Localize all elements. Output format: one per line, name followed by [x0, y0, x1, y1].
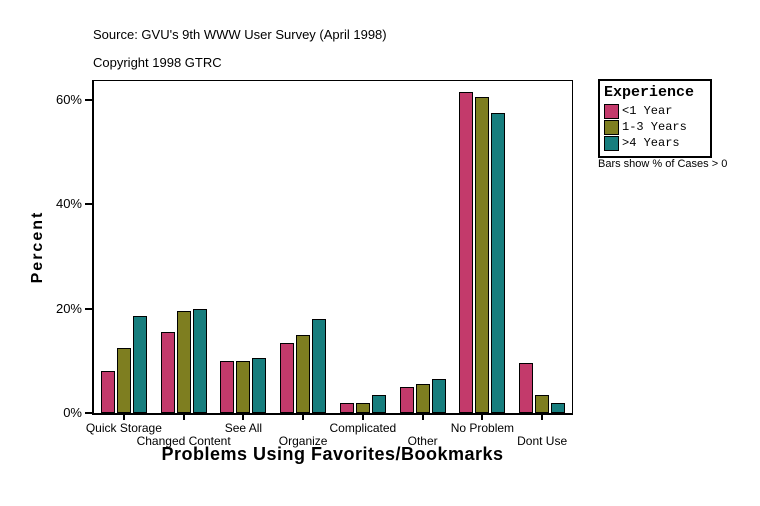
bar — [415, 384, 430, 413]
bar-group — [214, 81, 274, 413]
bar — [280, 343, 295, 413]
legend-item: >4 Years — [604, 135, 706, 151]
x-axis-labels: Quick Storage Changed Content See All Organ… — [86, 417, 573, 453]
x-axis-tick — [182, 413, 185, 420]
x-tick-label: Quick Storage — [85, 421, 162, 435]
x-axis-tick — [421, 413, 424, 420]
y-tick-label: 60% — [55, 91, 82, 107]
bar-group — [273, 81, 333, 413]
bar — [535, 395, 550, 413]
y-tick-label: 0% — [63, 405, 82, 420]
bar-group — [94, 81, 154, 413]
x-axis-title: Problems Using Favorites/Bookmarks — [161, 444, 504, 464]
legend-title: Experience — [604, 84, 695, 101]
bar — [116, 348, 131, 413]
bar — [475, 97, 490, 413]
bar — [355, 403, 370, 413]
bar — [491, 113, 506, 413]
bar — [296, 335, 311, 413]
bar — [551, 403, 566, 413]
x-axis-tick — [541, 413, 544, 420]
x-tick-label: No Problem — [450, 421, 515, 435]
bar — [176, 311, 191, 413]
legend-swatch — [604, 135, 619, 151]
legend-item-label: >4 Years — [622, 136, 680, 150]
x-tick-label: Complicated — [329, 421, 397, 435]
x-tick-label: Changed Content — [136, 434, 231, 448]
legend-note: Bars show % of Cases > 0 — [598, 158, 728, 170]
bar-group — [453, 81, 513, 413]
bar — [339, 403, 354, 413]
bar-group — [154, 81, 214, 413]
x-axis-tick — [481, 413, 484, 420]
copyright-text: Copyright 1998 GTRC — [93, 55, 222, 70]
bar — [519, 363, 534, 413]
legend-swatch — [604, 103, 619, 119]
y-tick-label: 40% — [55, 196, 82, 212]
legend-swatch — [604, 119, 619, 135]
y-axis-tick — [85, 412, 92, 414]
bar-group — [333, 81, 393, 413]
x-axis-tick — [302, 413, 305, 420]
bar — [100, 371, 115, 413]
legend: Experience <1 Year 1-3 Years >4 Years — [598, 79, 712, 158]
bar — [192, 309, 207, 413]
bar-group — [512, 81, 572, 413]
bar-group — [393, 81, 453, 413]
bar — [236, 361, 251, 413]
legend-item-label: 1-3 Years — [622, 120, 687, 134]
y-tick-label: 20% — [55, 300, 82, 316]
x-tick-label: Dont Use — [517, 434, 568, 448]
x-axis-tick — [122, 413, 125, 420]
y-axis-tick — [85, 203, 92, 206]
bar — [431, 379, 446, 413]
legend-item: <1 Year — [604, 103, 706, 119]
source-text: Source: GVU's 9th WWW User Survey (April… — [93, 27, 387, 42]
plot-area: 0% 20% 40% 60% — [56, 80, 573, 420]
legend-item: 1-3 Years — [604, 119, 706, 135]
bar — [371, 395, 386, 413]
y-axis-tick — [85, 307, 92, 310]
bar — [252, 358, 267, 413]
bar — [160, 332, 175, 413]
x-tick-label: Other — [407, 434, 438, 448]
bar — [220, 361, 235, 413]
x-tick-label: Organize — [278, 434, 328, 448]
bar — [132, 316, 147, 413]
bar — [459, 92, 474, 413]
x-axis-tick — [242, 413, 245, 420]
legend-item-label: <1 Year — [622, 104, 673, 118]
bar — [312, 319, 327, 413]
x-axis-tick — [361, 413, 364, 420]
y-axis-tick — [85, 98, 92, 101]
x-tick-label: See All — [224, 421, 263, 435]
bar — [399, 387, 414, 413]
